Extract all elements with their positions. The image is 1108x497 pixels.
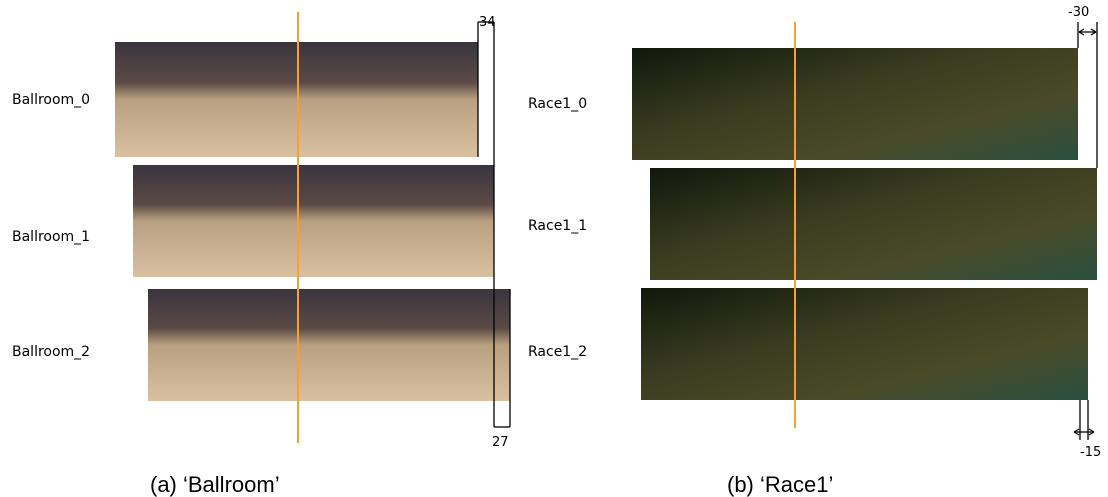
caption: (b) ‘Race1’ — [727, 472, 833, 497]
row-label: Race1_0 — [528, 96, 587, 112]
row-label: Ballroom_1 — [12, 229, 90, 245]
arrow — [1073, 428, 1095, 436]
row-label: Ballroom_0 — [12, 92, 90, 108]
image — [641, 288, 1088, 400]
image — [632, 48, 1078, 160]
offset-label: -15 — [1080, 445, 1101, 460]
offset-label: 34 — [479, 15, 496, 30]
row-label: Ballroom_2 — [12, 344, 90, 360]
caption: (a) ‘Ballroom’ — [150, 472, 280, 497]
image — [650, 168, 1097, 280]
image — [133, 165, 494, 277]
row-label: Race1_1 — [528, 218, 587, 234]
offset-label: 27 — [492, 435, 509, 450]
image — [115, 42, 478, 157]
image — [148, 289, 510, 401]
offset-label: -30 — [1068, 5, 1089, 20]
arrow — [1078, 28, 1097, 36]
row-label: Race1_2 — [528, 344, 587, 360]
